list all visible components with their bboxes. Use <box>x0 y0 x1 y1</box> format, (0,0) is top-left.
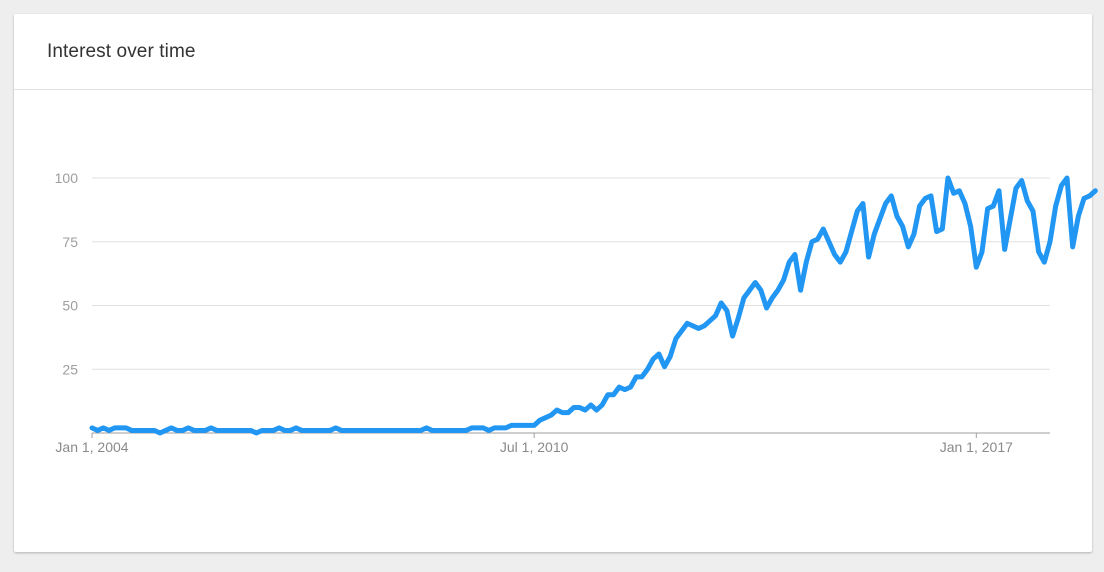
series-line-0 <box>89 175 1098 436</box>
card-header: Interest over time <box>14 14 1092 90</box>
y-tick-label: 25 <box>62 361 78 377</box>
x-tick-label: Jan 1, 2017 <box>940 439 1013 455</box>
card-title: Interest over time <box>47 41 196 62</box>
x-tick-label: Jan 1, 2004 <box>55 439 128 455</box>
y-tick-label: 100 <box>55 170 79 186</box>
series-layer <box>89 175 1098 436</box>
y-axis-ticks: 25 50 75 100 <box>55 170 79 377</box>
grid-layer <box>92 177 1050 434</box>
interest-over-time-card: Interest over time <box>14 14 1092 552</box>
x-tick-label: Jul 1, 2010 <box>500 439 569 455</box>
y-tick-label: 75 <box>62 234 78 250</box>
y-tick-label: 50 <box>62 298 78 314</box>
x-axis-ticks: Jan 1, 2004 Jul 1, 2010 Jan 1, 2017 <box>55 433 1013 455</box>
